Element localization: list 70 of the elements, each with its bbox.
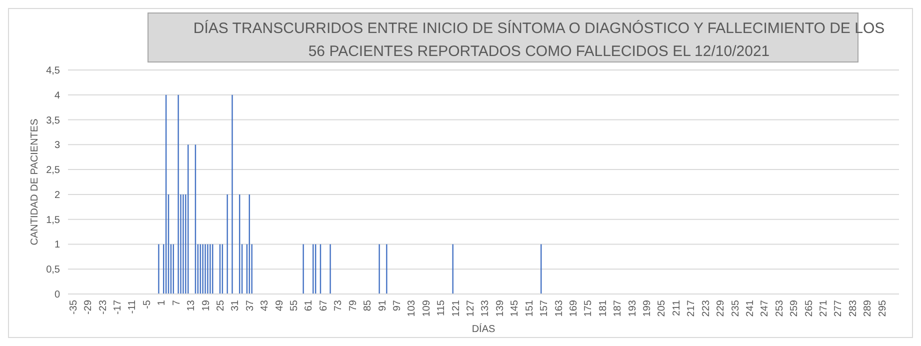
x-tick-label: 1	[156, 300, 168, 306]
y-tick-label: 3	[54, 140, 60, 152]
y-tick-label: 4	[54, 90, 60, 102]
x-tick-label: 163	[554, 300, 565, 317]
y-tick-label: 2,5	[46, 165, 60, 176]
x-tick-label: 127	[466, 300, 477, 317]
x-tick-label: 109	[421, 300, 432, 317]
x-tick-label: -11	[127, 300, 138, 314]
x-tick-label: 85	[362, 300, 374, 312]
x-tick-label: 175	[583, 300, 594, 317]
x-tick-label: 73	[333, 300, 344, 312]
x-tick-label: 241	[744, 300, 756, 317]
x-tick-label: 121	[450, 300, 462, 317]
chart-subtitle: 56 PACIENTES REPORTADOS COMO FALLECIDOS EL 12/10/2021	[308, 43, 770, 60]
x-tick-label: 115	[436, 300, 448, 316]
y-tick-label: 3,5	[46, 115, 60, 126]
x-tick-label: 25	[215, 300, 226, 312]
x-tick-label: 229	[716, 300, 727, 317]
x-tick-label: -23	[98, 300, 109, 314]
x-tick-label: -35	[68, 300, 80, 314]
x-tick-label: 31	[230, 300, 242, 312]
y-tick-label: 1	[54, 240, 60, 251]
x-tick-label: 55	[289, 300, 300, 312]
y-tick-label: 4,5	[46, 66, 60, 76]
x-tick-label: 259	[789, 300, 800, 317]
x-tick-label: 253	[774, 300, 786, 317]
x-tick-label: 103	[406, 300, 418, 317]
x-tick-label: 37	[244, 300, 256, 312]
x-tick-label: 13	[186, 300, 198, 312]
x-tick-label: 205	[656, 300, 668, 317]
x-tick-label: 61	[304, 300, 315, 312]
x-tick-label: 7	[171, 300, 182, 306]
x-tick-label: 265	[804, 300, 815, 317]
x-tick-label: 79	[348, 300, 359, 312]
x-tick-label: 289	[862, 300, 874, 317]
x-tick-label: 151	[524, 300, 536, 317]
x-tick-label: 199	[642, 300, 654, 317]
x-tick-label: 235	[730, 300, 742, 317]
x-tick-label: 283	[848, 300, 859, 317]
x-tick-label: -29	[83, 300, 94, 314]
x-tick-label: 157	[539, 300, 550, 317]
x-tick-label: 67	[318, 300, 330, 312]
x-tick-label: 91	[377, 300, 388, 312]
x-tick-label: 43	[260, 300, 271, 312]
x-tick-label: 247	[760, 300, 771, 317]
x-tick-label: -5	[142, 300, 153, 309]
x-tick-label: 211	[671, 300, 682, 316]
chart-title: DÍAS TRANSCURRIDOS ENTRE INICIO DE SÍNTOMA O DIAGNÓSTICO Y FALLECIMIENTO DE LOS	[193, 19, 885, 37]
x-tick-label: 223	[700, 300, 712, 317]
x-tick-label: 97	[392, 300, 403, 312]
x-tick-label: 193	[627, 300, 638, 317]
x-tick-label: 295	[877, 300, 888, 317]
x-tick-label: 217	[686, 300, 698, 317]
x-tick-label: 181	[598, 300, 609, 317]
y-tick-label: 1,5	[46, 214, 60, 226]
x-tick-label: 49	[274, 300, 286, 312]
y-tick-label: 0	[54, 290, 60, 300]
x-tick-label: 19	[200, 300, 212, 312]
x-tick-label: 139	[494, 300, 506, 317]
y-tick-label: 2	[54, 190, 60, 201]
x-tick-label: 271	[818, 300, 830, 317]
x-tick-label: 169	[568, 300, 580, 317]
x-tick-label: 145	[510, 300, 521, 317]
y-tick-label: 0,5	[46, 264, 60, 276]
x-tick-label: -17	[112, 300, 124, 314]
x-axis-title: DÍAS	[472, 323, 496, 335]
x-tick-label: 133	[480, 300, 492, 317]
x-tick-label: 277	[833, 300, 844, 317]
x-tick-label: 187	[612, 300, 624, 317]
y-axis-title: CANTIDAD DE PACIENTES	[30, 118, 40, 246]
